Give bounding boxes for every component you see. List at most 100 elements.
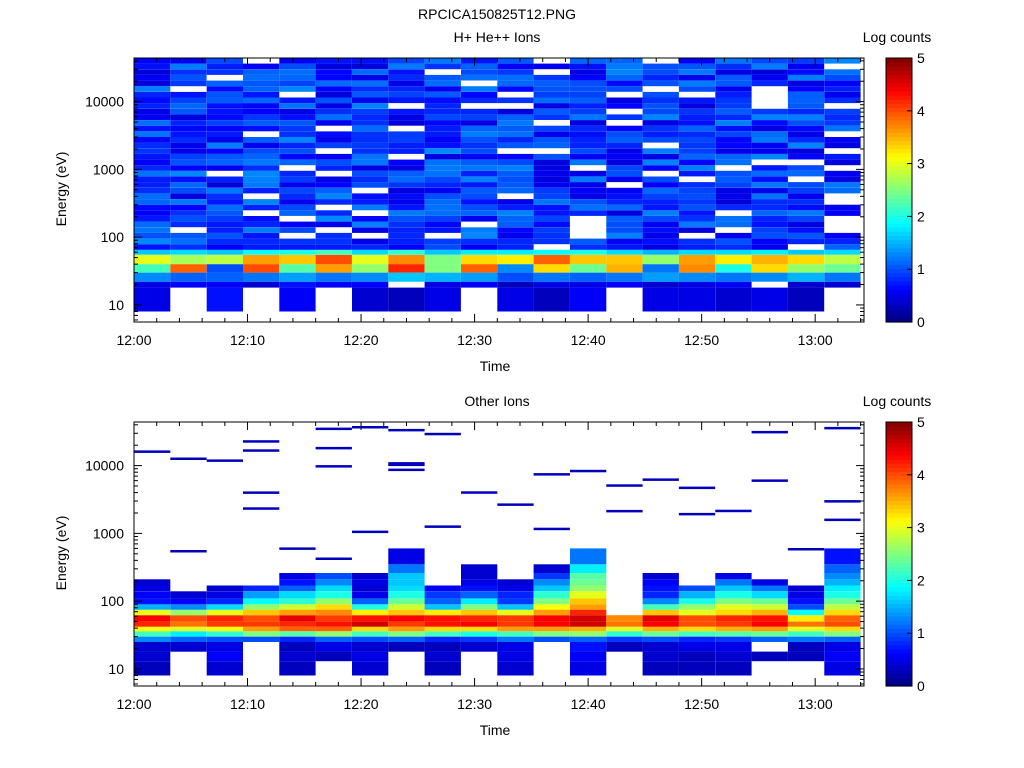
heatmap-cell <box>642 125 679 132</box>
colorbar-segment <box>886 521 912 526</box>
heatmap-cell <box>424 272 461 282</box>
heatmap-cell <box>461 232 498 239</box>
heatmap-cell <box>279 621 316 627</box>
heatmap-cell <box>134 204 171 211</box>
colorbar-segment <box>886 587 912 592</box>
heatmap-cell <box>787 249 825 255</box>
heatmap-cell <box>170 137 207 143</box>
heatmap-cell <box>497 642 534 652</box>
heatmap-cell <box>461 193 498 199</box>
heatmap-cell <box>170 281 207 288</box>
heatmap-line <box>824 500 861 503</box>
colorbar-segment <box>886 438 912 444</box>
heatmap-cell <box>678 159 716 166</box>
heatmap-cell <box>461 137 498 143</box>
heatmap-cell <box>388 199 425 205</box>
heatmap-cell <box>787 642 825 652</box>
heatmap-cell <box>134 125 171 132</box>
colorbar-segment <box>886 218 912 224</box>
colorbar-segment <box>886 426 912 431</box>
heatmap-cell <box>461 74 498 81</box>
heatmap-cell <box>606 281 643 288</box>
heatmap-cell <box>279 249 316 255</box>
heatmap-cell <box>352 204 389 211</box>
heatmap-line <box>243 491 280 494</box>
heatmap-cell <box>497 281 534 288</box>
heatmap-cell <box>315 244 352 250</box>
heatmap-cell <box>606 254 643 265</box>
heatmap-cell <box>497 114 534 120</box>
heatmap-cell <box>715 585 752 592</box>
heatmap-cell <box>751 148 788 154</box>
heatmap-cell <box>279 254 316 265</box>
heatmap-cell <box>678 626 716 632</box>
colorbar-segment <box>886 161 912 166</box>
heatmap-cell <box>824 585 861 592</box>
heatmap-cell <box>497 58 534 64</box>
heatmap-cell <box>606 227 643 233</box>
colorbar-tick-label: 3 <box>917 156 925 172</box>
heatmap-cell <box>461 272 498 282</box>
heatmap-cell <box>824 238 861 245</box>
heatmap-cell <box>170 636 207 642</box>
colorbar-segment <box>886 185 912 191</box>
heatmap-cell <box>678 187 716 194</box>
heatmap-cell <box>642 244 679 250</box>
heatmap-cell <box>279 651 316 662</box>
heatmap-cell <box>388 63 425 70</box>
heatmap-cell <box>279 221 316 228</box>
heatmap-cell <box>642 69 679 75</box>
heatmap-line <box>315 446 352 450</box>
heatmap-cell <box>243 272 280 282</box>
heatmap-cell <box>461 210 498 216</box>
colorbar-segment <box>886 152 912 158</box>
heatmap-cell <box>170 97 207 104</box>
heatmap-cell <box>787 591 825 599</box>
heatmap-cell <box>206 204 243 211</box>
heatmap-cell <box>206 210 243 216</box>
x-tick-label: 12:50 <box>684 696 719 712</box>
heatmap-cell <box>715 221 752 228</box>
heatmap-cell <box>824 232 861 239</box>
heatmap-cell <box>388 631 425 637</box>
heatmap-cell <box>751 74 788 81</box>
colorbar-segment <box>886 128 912 133</box>
heatmap-cell <box>678 642 716 652</box>
heatmap-line <box>497 503 534 506</box>
heatmap-cell <box>279 264 316 273</box>
heatmap-cell <box>533 142 570 149</box>
colorbar-segment <box>886 177 912 183</box>
colorbar-segment <box>886 144 912 150</box>
heatmap-cell <box>606 103 643 109</box>
heatmap-cell <box>751 182 788 188</box>
heatmap-cell <box>787 585 825 592</box>
heatmap-cell <box>315 631 352 637</box>
heatmap-cell <box>243 91 280 98</box>
heatmap-cell <box>570 159 607 166</box>
heatmap-cell <box>715 661 752 676</box>
heatmap-cell <box>424 182 461 188</box>
heatmap-cell <box>570 131 607 137</box>
x-tick-label: 12:40 <box>571 332 606 348</box>
heatmap-cell <box>388 69 425 75</box>
heatmap-cell <box>461 58 498 64</box>
heatmap-cell <box>678 108 716 115</box>
colorbar-segment <box>886 132 912 137</box>
heatmap-cell <box>388 165 425 171</box>
heatmap-cell <box>243 631 280 637</box>
heatmap-cell <box>279 272 316 282</box>
heatmap-cell <box>787 604 825 610</box>
heatmap-cell <box>678 244 716 250</box>
heatmap-cell <box>497 199 534 205</box>
heatmap-cell <box>715 244 752 250</box>
heatmap-cell <box>461 598 498 605</box>
heatmap-cell <box>315 210 352 216</box>
colorbar-segment <box>886 483 912 489</box>
heatmap-cell <box>279 573 316 580</box>
heatmap-cell <box>279 69 316 75</box>
colorbar-frame <box>885 421 913 687</box>
heatmap-cell <box>134 609 171 616</box>
colorbar-segment <box>886 99 912 104</box>
colorbar-segment <box>886 309 912 315</box>
colorbar-segment <box>886 115 912 121</box>
